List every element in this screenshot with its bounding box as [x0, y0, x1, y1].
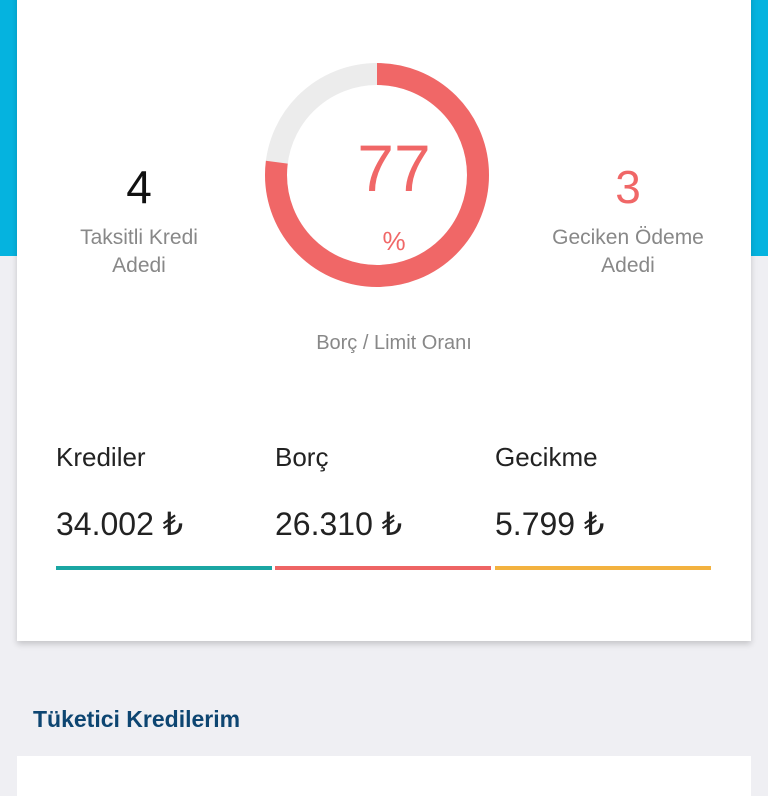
ratio-label: Borç / Limit Oranı [316, 332, 472, 354]
column-value: 5.799 ₺ [495, 506, 605, 542]
debt-bar [275, 566, 491, 570]
column-title: Krediler [56, 442, 146, 472]
loans-bar [56, 566, 272, 570]
section-title: Tüketici Kredilerim [33, 706, 241, 732]
stat-label: Geciken Ödeme Adedi [552, 226, 704, 277]
ratio-unit: % [382, 226, 406, 256]
column-value: 26.310 ₺ [275, 506, 403, 542]
ring-fill [265, 63, 489, 287]
loans-column: Krediler 34.002 ₺ [56, 442, 272, 570]
delay-column: Gecikme 5.799 ₺ [495, 442, 711, 570]
installment-loan-count: 4 Taksitli Kredi Adedi [39, 162, 239, 280]
column-value: 34.002 ₺ [56, 506, 184, 542]
consumer-loans-card[interactable] [17, 756, 751, 796]
credit-summary-card: 4 Taksitli Kredi Adedi 3 Geciken Ödeme A… [17, 0, 751, 641]
stat-value: 4 [126, 161, 152, 213]
column-title: Borç [275, 442, 329, 472]
ratio-value: 77 [357, 131, 431, 205]
column-title: Gecikme [495, 442, 598, 472]
delay-bar [495, 566, 711, 570]
overdue-payment-count: 3 Geciken Ödeme Adedi [528, 162, 728, 280]
stat-label: Taksitli Kredi Adedi [80, 226, 198, 277]
stat-value: 3 [615, 161, 641, 213]
debt-column: Borç 26.310 ₺ [275, 442, 491, 570]
debt-limit-ratio-ring [265, 63, 489, 287]
